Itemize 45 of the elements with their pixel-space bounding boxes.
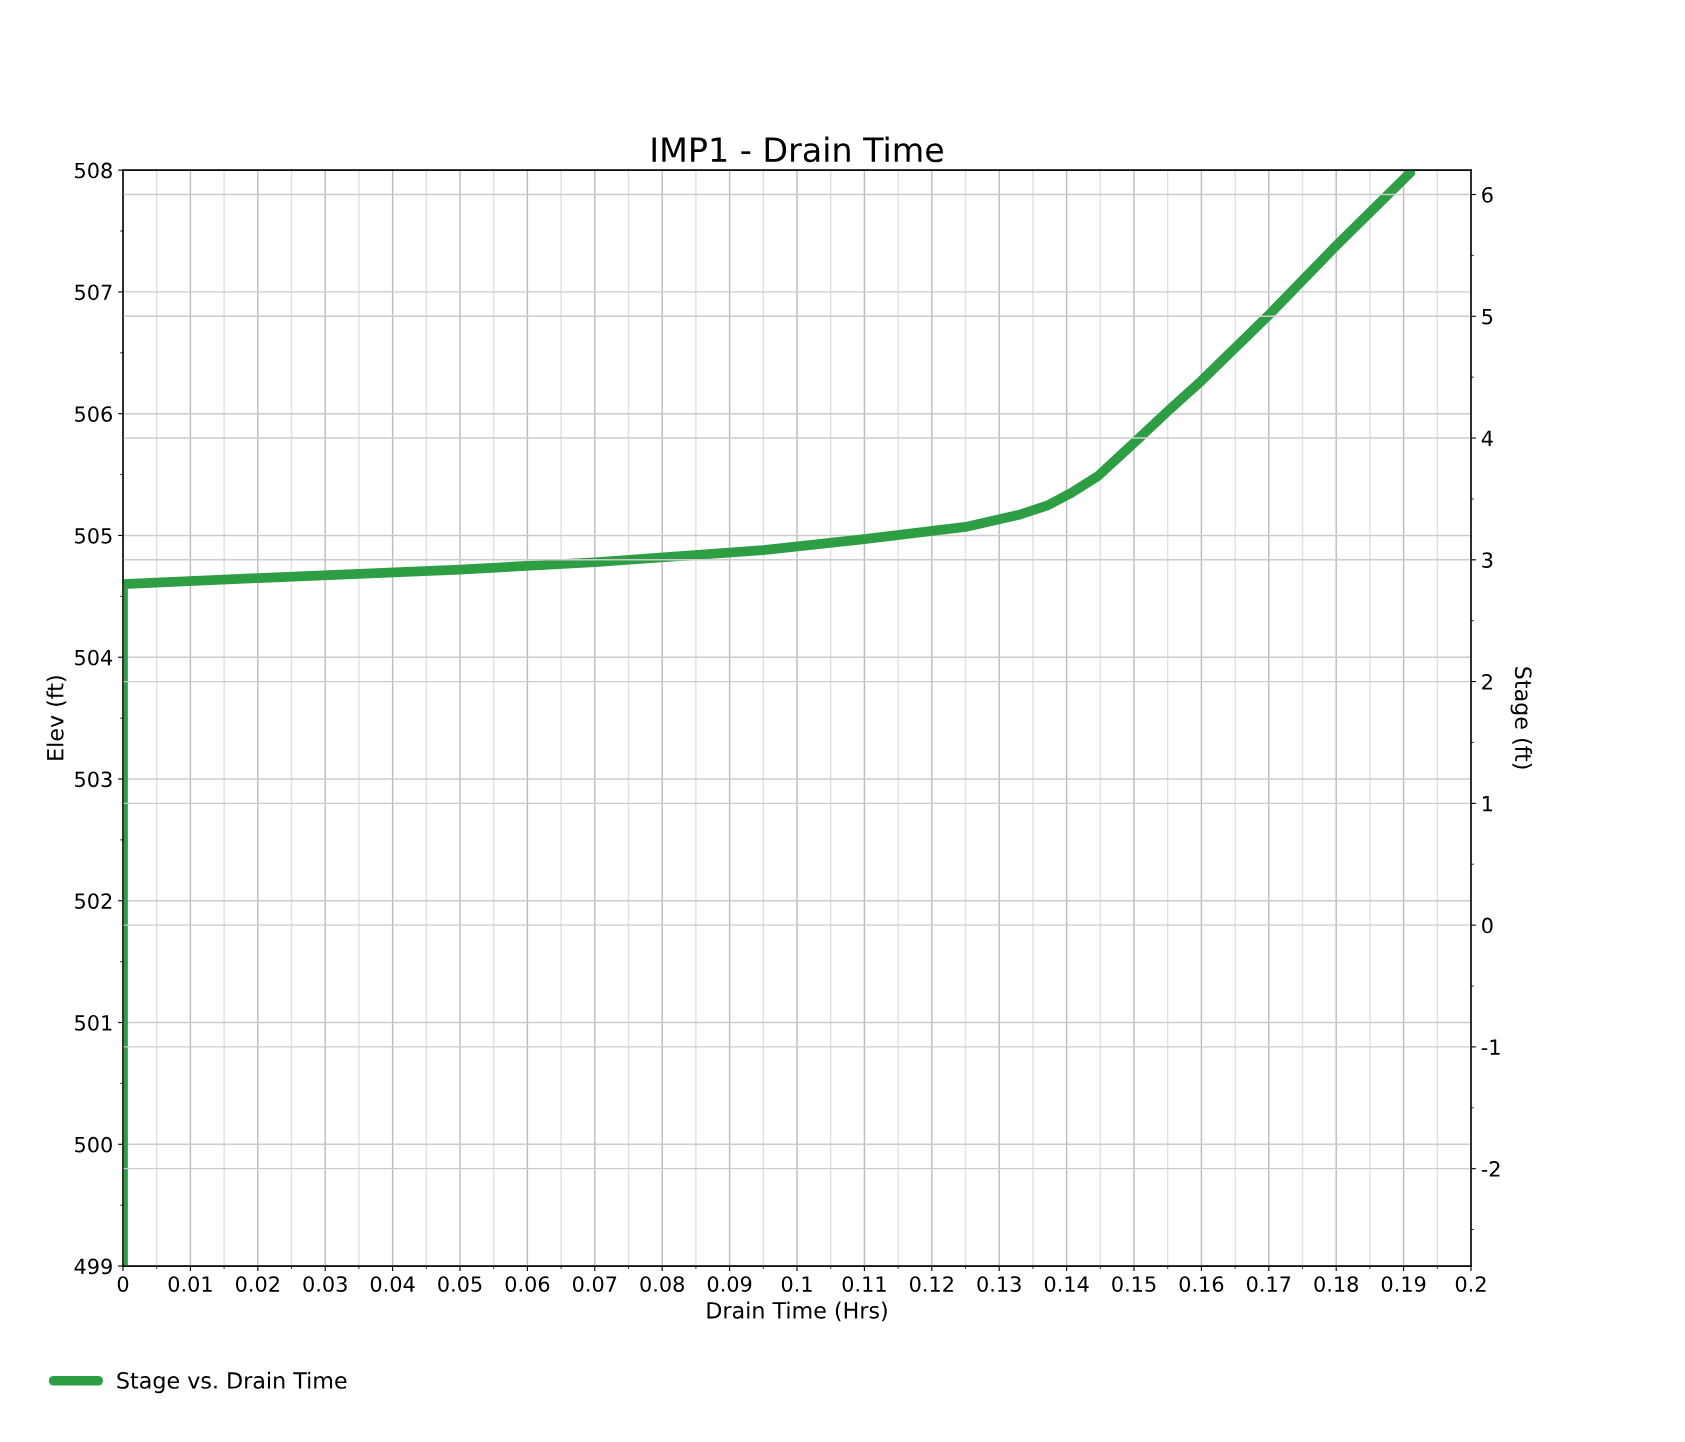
- y-tick-label: 505: [75, 527, 112, 544]
- x-tick-label: 0.12: [909, 1276, 953, 1292]
- x-tick-label: 0.04: [370, 1276, 415, 1292]
- y2-tick-label: 6: [1482, 186, 1493, 203]
- y-tick-label: 504: [75, 649, 113, 666]
- legend-label: Stage vs. Drain Time: [117, 1371, 347, 1394]
- x-tick-label: 0.13: [977, 1276, 1021, 1292]
- y-tick-label: 506: [75, 406, 112, 422]
- y2-tick-label: 3: [1482, 552, 1493, 569]
- y-tick-label: 508: [75, 162, 112, 179]
- x-tick-label: 0.08: [640, 1276, 684, 1292]
- y2-tick-label: 5: [1482, 309, 1493, 325]
- x-axis-title: Drain Time (Hrs): [707, 1301, 887, 1322]
- x-tick-label: 0.2: [1455, 1276, 1486, 1292]
- y-tick-label: 503: [75, 771, 112, 788]
- y2-tick-label: 4: [1481, 430, 1493, 446]
- x-tick-label: 0.17: [1246, 1276, 1291, 1292]
- chart-title: IMP1 - Drain Time: [652, 136, 943, 163]
- y-tick-label: 502: [75, 893, 112, 909]
- y-tick-label: 500: [75, 1136, 112, 1153]
- y2-axis-title: Stage (ft): [1510, 667, 1533, 769]
- x-tick-label: 0.1: [781, 1276, 812, 1292]
- x-tick-label: 0: [117, 1276, 129, 1292]
- x-tick-label: 0.07: [572, 1276, 617, 1292]
- y-tick-label: 501: [75, 1014, 112, 1031]
- y2-tick-label: -2: [1481, 1161, 1500, 1177]
- x-tick-label: 0.18: [1314, 1276, 1358, 1292]
- x-tick-label: 0.16: [1179, 1276, 1224, 1292]
- y-tick-label: 499: [74, 1258, 112, 1275]
- x-tick-label: 0.05: [438, 1276, 482, 1292]
- y2-tick-label: 2: [1482, 674, 1492, 690]
- x-tick-label: 0.01: [168, 1276, 212, 1292]
- x-tick-label: 0.14: [1044, 1276, 1089, 1292]
- y-axis-title: Elev (ft): [46, 676, 67, 760]
- y2-tick-label: 1: [1483, 796, 1493, 812]
- x-tick-label: 0.11: [842, 1276, 886, 1292]
- x-tick-label: 0.15: [1112, 1276, 1156, 1292]
- y2-tick-label: 0: [1482, 917, 1493, 934]
- x-tick-label: 0.06: [505, 1276, 550, 1292]
- y-tick-label: 507: [75, 284, 112, 301]
- x-tick-label: 0.09: [707, 1276, 752, 1292]
- x-tick-label: 0.03: [303, 1276, 347, 1292]
- x-tick-label: 0.19: [1381, 1276, 1426, 1292]
- x-tick-label: 0.02: [235, 1276, 279, 1292]
- y2-tick-label: -1: [1481, 1039, 1500, 1055]
